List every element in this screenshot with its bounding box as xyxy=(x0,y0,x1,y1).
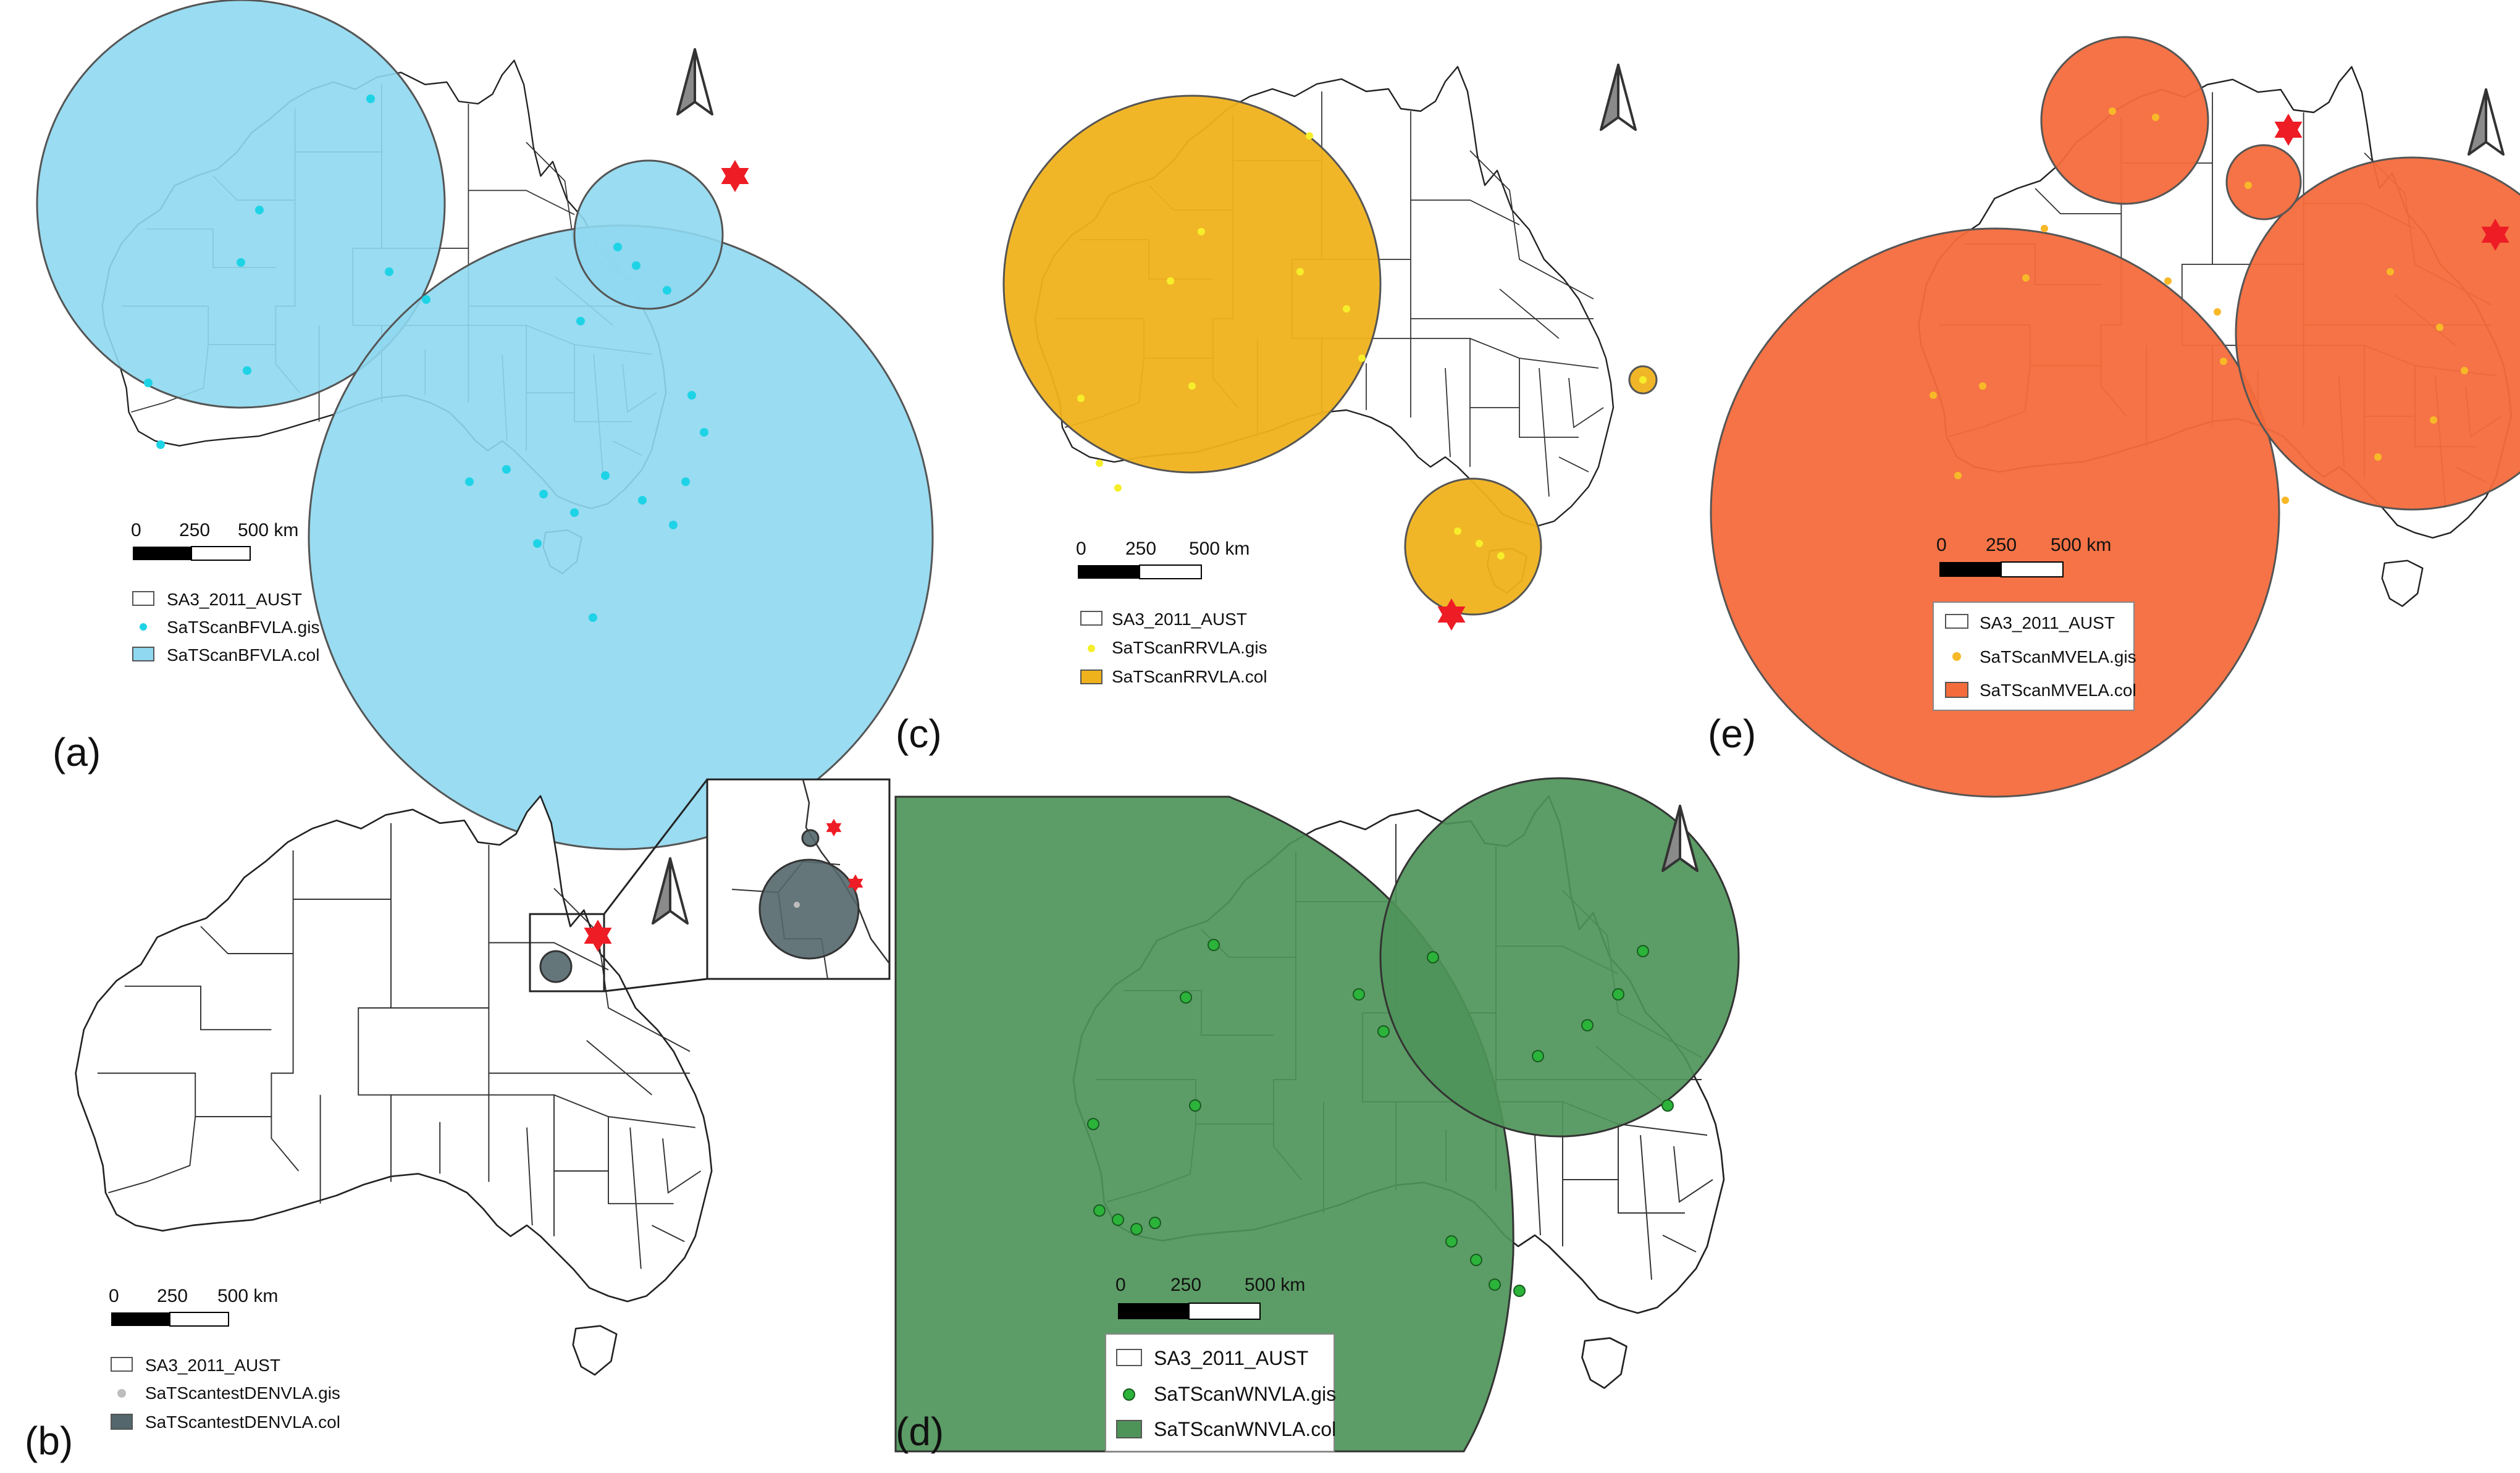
legend-b: SA3_2011_AUST SaTScantestDENVLA.gis SaTS… xyxy=(111,1356,340,1432)
legend-c: SA3_2011_AUST SaTScanRRVLA.gis SaTScanRR… xyxy=(1080,610,1267,686)
scalebar-label: 0 xyxy=(131,520,141,540)
legend-a: SA3_2011_AUST SaTScanBFVLA.gis SaTScanBF… xyxy=(132,590,319,665)
legend-item-label: SaTScantestDENVLA.gis xyxy=(145,1383,340,1403)
scalebar-label: 500 km xyxy=(2051,535,2111,555)
legend-item-label: SaTScanBFVLA.col xyxy=(167,645,319,665)
legend-point-swatch xyxy=(117,1389,126,1398)
scalebar-label: 500 km xyxy=(238,520,298,540)
cluster-points-d xyxy=(1087,939,1674,1297)
panel-d: 0 250 500 km SA3_2011_AUST SaTScanWNVLA.… xyxy=(894,777,1740,1454)
legend-polygon-swatch xyxy=(111,1357,133,1372)
scalebar-label: 250 xyxy=(179,520,210,540)
legend-polygon-swatch xyxy=(1945,614,1968,629)
scalebar-label: 250 xyxy=(1986,535,2017,555)
legend-cluster-swatch xyxy=(111,1414,133,1430)
legend-item-label: SaTScanRRVLA.gis xyxy=(1112,638,1267,657)
cluster-points-c xyxy=(1077,132,1647,560)
scalebar-label: 500 km xyxy=(217,1286,278,1306)
north-arrow-icon xyxy=(1600,64,1637,131)
legend-d: SA3_2011_AUST SaTScanWNVLA.gis SaTScanWN… xyxy=(1105,1333,1336,1452)
legend-polygon-swatch xyxy=(132,591,154,606)
panel-b: 0 250 500 km SA3_2011_AUST SaTScantestDE… xyxy=(25,778,891,1463)
scalebar-d: 0 250 500 km xyxy=(1115,1275,1305,1320)
cluster-circle-d-east xyxy=(1379,777,1740,1138)
legend-point-swatch xyxy=(1123,1388,1135,1401)
north-arrow-icon xyxy=(676,48,713,115)
panel-label: (c) xyxy=(896,711,942,756)
inset-map-b xyxy=(706,778,891,980)
legend-item-label: SaTScanRRVLA.col xyxy=(1112,667,1267,686)
panel-e: 0 250 500 km SA3_2011_AUST SaTScanMVELA.… xyxy=(1708,36,2520,798)
scalebar-label: 250 xyxy=(1125,539,1156,559)
cluster-circle-c-west xyxy=(1002,94,1382,474)
inset-locator-box xyxy=(529,913,605,992)
legend-e: SA3_2011_AUST SaTScanMVELA.gis SaTScanMV… xyxy=(1933,602,2136,711)
legend-point-swatch xyxy=(140,623,147,631)
cluster-circle-a-west xyxy=(36,0,446,409)
legend-cluster-swatch xyxy=(132,647,154,661)
scalebar-label: 250 xyxy=(1170,1275,1201,1295)
legend-box xyxy=(1105,1333,1335,1452)
inset-cluster-circle-large xyxy=(758,858,860,960)
panel-c: 0 250 500 km SA3_2011_AUST SaTScanRRVLA.… xyxy=(896,64,1658,756)
scalebar-e: 0 250 500 km xyxy=(1936,535,2111,577)
panel-label: (b) xyxy=(25,1419,73,1463)
legend-cluster-swatch xyxy=(1116,1420,1142,1438)
legend-item-label: SA3_2011_AUST xyxy=(1154,1347,1308,1369)
scalebar-b: 0 250 500 km xyxy=(109,1286,278,1327)
panel-label: (a) xyxy=(52,730,101,774)
cluster-circle-e-east xyxy=(2235,156,2520,511)
cluster-circle-b xyxy=(539,950,573,983)
cluster-points-e xyxy=(1930,107,2468,504)
scalebar-a: 0 250 500 km xyxy=(131,520,298,561)
legend-item-label: SA3_2011_AUST xyxy=(167,590,302,609)
legend-item-label: SaTScanWNVLA.gis xyxy=(1154,1383,1336,1405)
scalebar-label: 0 xyxy=(1115,1275,1126,1295)
legend-item-label: SA3_2011_AUST xyxy=(1112,610,1247,629)
legend-item-label: SA3_2011_AUST xyxy=(145,1356,280,1375)
cluster-circle-e-cape xyxy=(2225,144,2302,220)
legend-item-label: SaTScanBFVLA.gis xyxy=(167,618,319,637)
legend-item-label: SA3_2011_AUST xyxy=(1980,613,2115,632)
cluster-circle-c-south xyxy=(1404,477,1542,616)
cluster-star-icon xyxy=(721,160,749,192)
legend-point-swatch xyxy=(1952,652,1961,661)
north-arrow-icon xyxy=(2468,88,2505,156)
scalebar-label: 0 xyxy=(109,1286,119,1306)
panel-label: (e) xyxy=(1708,711,1756,756)
scalebar-label: 500 km xyxy=(1245,1275,1305,1295)
cluster-circle-e-north xyxy=(2040,36,2209,205)
legend-point-swatch xyxy=(1088,645,1095,652)
legend-item-label: SaTScanWNVLA.col xyxy=(1154,1418,1336,1440)
legend-item-label: SaTScanMVELA.gis xyxy=(1980,647,2136,666)
scalebar-label: 0 xyxy=(1076,539,1086,559)
cluster-circle-a-north xyxy=(573,159,724,310)
legend-polygon-swatch xyxy=(1116,1349,1142,1366)
panel-label: (d) xyxy=(896,1409,944,1454)
scalebar-label: 0 xyxy=(1936,535,1947,555)
legend-polygon-swatch xyxy=(1080,611,1102,626)
north-arrow-icon xyxy=(652,857,689,925)
scalebar-c: 0 250 500 km xyxy=(1076,539,1250,579)
inset-cluster-circle-small xyxy=(801,829,820,847)
legend-item-label: SaTScantestDENVLA.col xyxy=(145,1412,340,1432)
legend-item-label: SaTScanMVELA.col xyxy=(1980,681,2136,700)
scalebar-label: 250 xyxy=(157,1286,188,1306)
cluster-circle-d-west xyxy=(894,795,1514,1453)
scalebar-label: 500 km xyxy=(1189,539,1250,559)
cluster-circle-a-southeast xyxy=(308,224,934,850)
legend-cluster-swatch xyxy=(1945,682,1968,698)
cluster-circle-e-west xyxy=(1710,227,2280,798)
cluster-points-a xyxy=(144,94,708,622)
panel-a: 0 250 500 km SA3_2011_AUST SaTScanBFVLA.… xyxy=(36,0,934,850)
legend-cluster-swatch xyxy=(1080,669,1102,684)
